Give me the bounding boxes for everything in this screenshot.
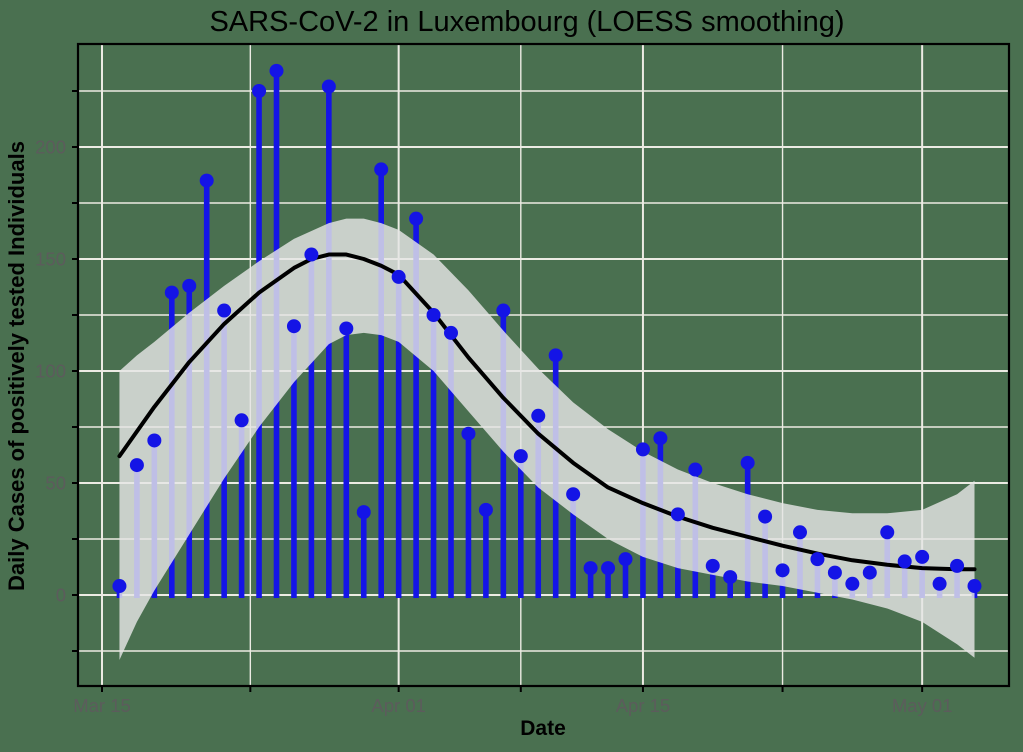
data-point xyxy=(496,303,511,318)
data-point xyxy=(967,579,982,594)
data-point xyxy=(129,458,144,473)
data-point xyxy=(827,565,842,580)
data-point xyxy=(880,525,895,540)
data-point xyxy=(862,565,877,580)
panel-border xyxy=(76,42,1011,688)
data-point xyxy=(618,552,633,567)
data-point xyxy=(548,348,563,363)
data-point xyxy=(705,558,720,573)
data-point xyxy=(897,554,912,569)
data-point xyxy=(217,303,232,318)
data-point xyxy=(321,79,336,94)
tick-labels-layer: 0 50 100 150 200 Mar 15 Apr 01 Apr 15 May 01 xyxy=(35,137,952,717)
data-point xyxy=(444,325,458,340)
y-tick-label: 200 xyxy=(35,137,66,158)
data-point xyxy=(409,211,424,226)
data-point xyxy=(635,442,650,457)
data-point xyxy=(164,285,179,300)
data-points-layer xyxy=(112,63,982,594)
x-axis-title: Date xyxy=(520,717,566,740)
data-point xyxy=(758,509,773,524)
data-point xyxy=(531,408,546,423)
loess-curve xyxy=(117,252,977,572)
data-point xyxy=(478,502,493,517)
data-point xyxy=(932,576,947,591)
data-point xyxy=(583,561,598,576)
x-tick-label: Mar 15 xyxy=(73,695,131,716)
data-point xyxy=(391,269,406,284)
data-point xyxy=(688,462,703,477)
data-point xyxy=(915,549,930,564)
data-point xyxy=(740,455,755,470)
data-point xyxy=(950,558,965,573)
data-point xyxy=(112,579,127,594)
data-point xyxy=(566,487,581,502)
data-point xyxy=(426,308,441,322)
data-point xyxy=(182,278,197,293)
data-point xyxy=(723,570,738,585)
data-point xyxy=(845,576,860,591)
axis-ticks-layer xyxy=(72,90,924,692)
data-point xyxy=(147,433,162,448)
data-point xyxy=(513,449,528,464)
y-tick-label: 0 xyxy=(56,585,66,606)
y-tick-label: 150 xyxy=(35,249,66,270)
data-point xyxy=(234,413,249,428)
data-point xyxy=(810,552,825,567)
chart-title: SARS-CoV-2 in Luxembourg (LOESS smoothin… xyxy=(209,6,844,38)
data-point xyxy=(601,561,616,576)
data-point xyxy=(653,431,668,446)
data-point xyxy=(793,525,807,540)
panel-frame-layer xyxy=(76,42,1011,688)
data-point xyxy=(199,173,214,188)
y-axis-title: Daily Cases of positively tested Individ… xyxy=(4,141,29,591)
x-tick-label: May 01 xyxy=(892,695,953,716)
x-tick-label: Apr 01 xyxy=(371,695,426,716)
x-tick-label: Apr 15 xyxy=(616,695,671,716)
data-point xyxy=(374,162,389,177)
data-point xyxy=(670,507,685,522)
data-point xyxy=(269,63,284,78)
y-tick-label: 100 xyxy=(35,361,66,382)
data-point xyxy=(252,84,267,98)
data-point xyxy=(461,426,476,441)
data-point xyxy=(356,505,371,520)
data-point xyxy=(304,247,319,262)
data-point xyxy=(339,321,354,336)
loess-curve-layer xyxy=(117,252,977,572)
data-point xyxy=(286,319,301,334)
y-tick-label: 50 xyxy=(45,473,66,494)
data-point xyxy=(775,563,790,578)
